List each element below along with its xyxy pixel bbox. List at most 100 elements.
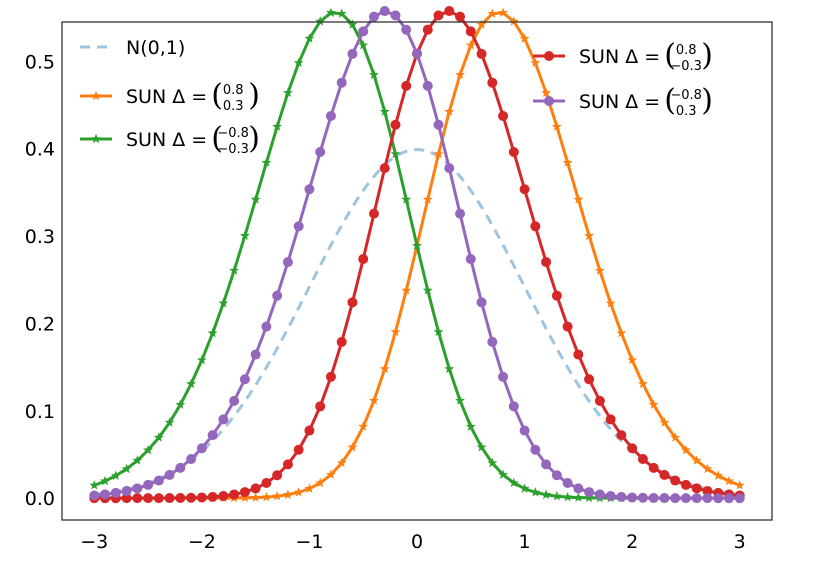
series-4-point-32 xyxy=(433,119,444,130)
series-4-point-57 xyxy=(702,493,713,504)
series-2-point-42 xyxy=(541,489,552,499)
series-4-point-36 xyxy=(476,297,487,308)
series-3-point-19 xyxy=(293,444,304,455)
series-1-point-37 xyxy=(487,8,498,18)
series-2-point-0 xyxy=(89,480,100,490)
series-1-point-36 xyxy=(476,19,487,29)
series-3-point-40 xyxy=(519,184,530,195)
series-1-point-31 xyxy=(422,194,433,204)
series-4-line xyxy=(94,9,740,500)
series-4-point-25 xyxy=(358,26,369,37)
series-3-point-44 xyxy=(562,321,573,332)
series-3-point-21 xyxy=(315,401,326,412)
legend-item-3-delta-top: 0.8 xyxy=(676,43,697,58)
series-4-point-26 xyxy=(368,11,379,22)
legend-item-1-label: SUN Δ = xyxy=(126,86,207,108)
series-3-point-29 xyxy=(401,80,412,91)
series-2-point-40 xyxy=(519,483,530,493)
series-1-point-44 xyxy=(562,157,573,167)
series-2-point-33 xyxy=(444,363,455,374)
series-2-point-2 xyxy=(110,470,121,480)
series-4-point-11 xyxy=(207,430,218,441)
series-4-point-42 xyxy=(541,459,552,470)
series-2-point-12 xyxy=(218,298,229,308)
series-2-point-19 xyxy=(293,57,304,68)
series-3-point-49 xyxy=(616,430,627,441)
series-1-point-35 xyxy=(465,40,476,50)
series-3-point-41 xyxy=(530,221,541,232)
legend-item-4-delta-bottom: 0.3 xyxy=(676,104,697,119)
series-2-point-21 xyxy=(315,16,326,26)
y-tick-label-0: 0.0 xyxy=(25,488,55,510)
series-4-point-48 xyxy=(605,490,616,501)
series-3-point-36 xyxy=(476,48,487,59)
series-4-point-43 xyxy=(551,470,562,481)
series-4-point-24 xyxy=(347,48,358,59)
series-3-point-7 xyxy=(164,493,175,504)
series-3-point-54 xyxy=(670,475,681,486)
series-1-point-20 xyxy=(304,483,315,493)
series-4-point-45 xyxy=(573,483,584,494)
series-2-point-45 xyxy=(573,492,584,502)
series-1-point-15 xyxy=(250,492,261,502)
series-3 xyxy=(89,6,745,504)
series-1-point-59 xyxy=(724,475,734,486)
series-2-point-37 xyxy=(487,457,498,468)
series-1-point-25 xyxy=(358,421,369,431)
series-3-point-25 xyxy=(358,254,369,265)
series-4-point-17 xyxy=(272,290,283,301)
series-3-point-26 xyxy=(368,208,379,219)
series-1-point-47 xyxy=(594,265,605,275)
series-4-point-14 xyxy=(239,374,250,385)
series-0-line xyxy=(94,148,740,496)
series-1-point-58 xyxy=(713,470,724,480)
x-tick-label-0: −3 xyxy=(80,531,108,553)
series-2-point-5 xyxy=(143,444,154,455)
series-1-point-57 xyxy=(702,463,713,474)
series-1-point-32 xyxy=(433,148,444,159)
series-3-point-27 xyxy=(379,163,390,174)
series-4 xyxy=(89,6,745,504)
series-2-point-4 xyxy=(132,455,143,465)
x-tick-label-6: 3 xyxy=(734,531,746,553)
series-2 xyxy=(89,7,745,503)
series-3-point-16 xyxy=(261,478,272,489)
series-3-point-47 xyxy=(594,395,605,406)
legend-item-0-label: N(0,1) xyxy=(126,37,185,59)
series-2-point-14 xyxy=(239,230,250,240)
series-1-point-52 xyxy=(648,399,659,409)
series-4-point-4 xyxy=(132,483,143,494)
series-1-point-40 xyxy=(519,33,530,43)
series-1-point-33 xyxy=(444,106,455,116)
y-tick-label-4: 0.4 xyxy=(25,139,55,161)
plot-curves xyxy=(89,6,745,504)
series-3-point-14 xyxy=(239,487,250,498)
series-3-point-23 xyxy=(336,336,347,347)
series-4-point-33 xyxy=(444,163,455,174)
series-1-point-60 xyxy=(734,480,745,490)
series-4-point-5 xyxy=(143,479,154,490)
legend-item-4-marker xyxy=(544,96,554,106)
series-3-point-32 xyxy=(433,10,444,21)
series-3-point-42 xyxy=(541,257,552,268)
legend-item-2-lparen: ( xyxy=(211,121,223,156)
series-4-point-2 xyxy=(110,487,121,498)
series-4-point-3 xyxy=(121,485,132,496)
plot-frame xyxy=(61,21,773,521)
series-3-point-43 xyxy=(551,290,562,301)
series-4-point-19 xyxy=(293,221,304,232)
legend-item-2-label: SUN Δ = xyxy=(126,129,207,151)
legend-item-2-rparen: ) xyxy=(248,121,260,156)
series-4-point-12 xyxy=(218,414,229,425)
series-4-point-52 xyxy=(648,492,659,503)
series-4-point-30 xyxy=(412,48,422,59)
series-3-point-4 xyxy=(132,493,143,504)
series-1-point-14 xyxy=(239,492,250,503)
legend-item-3: SUN Δ =(0.8−0.3) xyxy=(533,38,713,74)
series-4-point-40 xyxy=(519,425,530,436)
series-3-point-56 xyxy=(691,483,702,494)
series-2-point-7 xyxy=(164,417,175,427)
series-4-point-55 xyxy=(680,493,691,504)
series-4-point-60 xyxy=(734,493,745,504)
series-4-point-41 xyxy=(530,444,541,455)
